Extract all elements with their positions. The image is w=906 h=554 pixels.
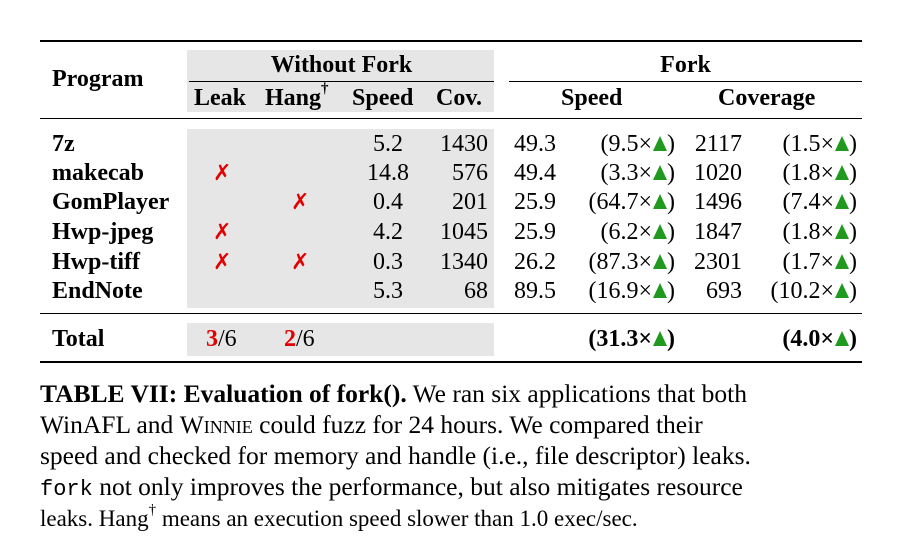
row-cov-ratio: (7.4×) — [782, 189, 857, 215]
row-speed-ratio: (87.3×) — [588, 249, 675, 275]
row-fork-speed: 49.3 — [514, 131, 556, 157]
row-speed-ratio: (3.3×) — [600, 160, 675, 186]
header-fork-coverage: Coverage — [718, 85, 816, 111]
header-speed: Speed — [352, 85, 414, 111]
caption-line-3: speed and checked for memory and handle … — [40, 441, 751, 470]
row-speed: 14.8 — [367, 160, 409, 186]
row-fork-cov: 1496 — [694, 189, 742, 215]
up-triangle-icon — [835, 194, 849, 209]
row-program: Hwp-tiff — [52, 249, 140, 275]
up-triangle-icon — [653, 283, 667, 298]
row-fork-speed: 89.5 — [514, 278, 556, 304]
row-fork-speed: 25.9 — [514, 219, 556, 245]
up-triangle-icon — [835, 224, 849, 239]
row-fork-cov: 2117 — [694, 131, 742, 157]
row-fork-speed: 25.9 — [514, 189, 556, 215]
total-hang: 2/6 — [284, 326, 315, 352]
header-hang: Hang† — [265, 81, 329, 111]
row-fork-cov: 1847 — [694, 219, 742, 245]
without-fork-total-shade — [187, 323, 494, 356]
row-program: GomPlayer — [52, 189, 170, 215]
up-triangle-icon — [835, 165, 849, 180]
row-cov: 1340 — [440, 249, 488, 275]
up-triangle-icon — [653, 224, 667, 239]
up-triangle-icon — [653, 165, 667, 180]
row-cov: 1430 — [440, 131, 488, 157]
row-cov-ratio: (1.8×) — [782, 219, 857, 245]
caption-line-4: fork not only improves the performance, … — [40, 472, 743, 502]
leak-mark: ✗ — [213, 220, 232, 245]
bottom-rule — [40, 361, 862, 363]
row-cov-ratio: (10.2×) — [770, 278, 857, 304]
total-label: Total — [52, 326, 105, 352]
up-triangle-icon — [653, 254, 667, 269]
row-cov-ratio: (1.5×) — [782, 131, 857, 157]
hang-mark: ✗ — [291, 190, 310, 215]
row-speed-ratio: (9.5×) — [600, 131, 675, 157]
caption-line-1: TABLE VII: Evaluation of fork(). We ran … — [40, 379, 747, 408]
row-cov: 68 — [464, 278, 488, 304]
up-triangle-icon — [653, 136, 667, 151]
row-cov-ratio: (1.8×) — [782, 160, 857, 186]
row-cov-ratio: (1.7×) — [782, 249, 857, 275]
header-fork: Fork — [660, 52, 711, 78]
leak-mark: ✗ — [213, 161, 232, 186]
total-rule — [40, 313, 862, 315]
row-speed: 0.4 — [373, 189, 403, 215]
row-fork-cov: 2301 — [694, 249, 742, 275]
header-rule — [40, 118, 862, 120]
row-speed: 4.2 — [373, 219, 403, 245]
up-triangle-icon — [835, 283, 849, 298]
row-speed: 5.3 — [373, 278, 403, 304]
total-leak: 3/6 — [206, 326, 237, 352]
row-fork-cov: 693 — [706, 278, 742, 304]
up-triangle-icon — [835, 331, 849, 346]
row-speed-ratio: (16.9×) — [588, 278, 675, 304]
row-fork-speed: 26.2 — [514, 249, 556, 275]
row-cov: 201 — [452, 189, 488, 215]
fork-subrule — [509, 81, 862, 83]
caption-line-5: leaks. Hang† means an execution speed sl… — [40, 502, 638, 531]
row-program: EndNote — [52, 278, 143, 304]
row-speed: 5.2 — [373, 131, 403, 157]
without-fork-body-shade — [187, 129, 494, 308]
row-fork-speed: 49.4 — [514, 160, 556, 186]
header-cov: Cov. — [436, 85, 483, 111]
hang-mark: ✗ — [291, 250, 310, 275]
header-program: Program — [52, 66, 144, 92]
caption-line-2: WinAFL and Winnie could fuzz for 24 hour… — [40, 410, 703, 439]
without-fork-subrule — [189, 81, 494, 83]
row-cov: 1045 — [440, 219, 488, 245]
row-speed-ratio: (6.2×) — [600, 219, 675, 245]
header-without-fork: Without Fork — [270, 52, 413, 78]
header-fork-speed: Speed — [561, 85, 623, 111]
leak-mark: ✗ — [213, 250, 232, 275]
row-program: 7z — [52, 131, 75, 157]
row-cov: 576 — [452, 160, 488, 186]
total-speed-ratio: (31.3×) — [588, 326, 675, 352]
header-leak: Leak — [194, 85, 247, 111]
row-program: makecab — [52, 160, 144, 186]
row-speed: 0.3 — [373, 249, 403, 275]
row-program: Hwp-jpeg — [52, 219, 154, 245]
up-triangle-icon — [653, 194, 667, 209]
up-triangle-icon — [835, 254, 849, 269]
row-fork-cov: 1020 — [694, 160, 742, 186]
row-speed-ratio: (64.7×) — [588, 189, 675, 215]
up-triangle-icon — [835, 136, 849, 151]
top-rule — [40, 40, 862, 42]
up-triangle-icon — [653, 331, 667, 346]
total-coverage-ratio: (4.0×) — [782, 326, 857, 352]
